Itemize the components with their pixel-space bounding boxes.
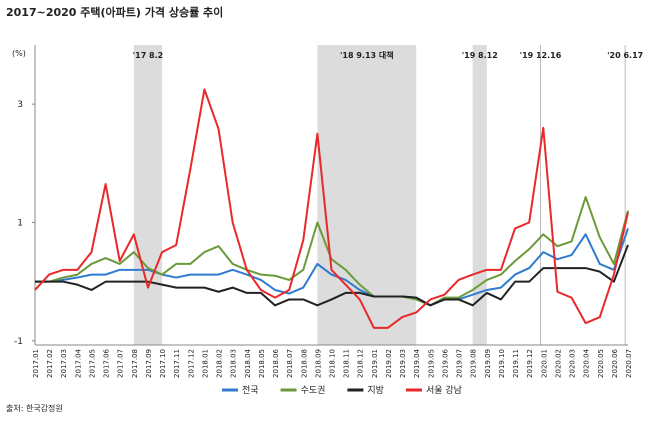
event-label: '19 8.12: [462, 51, 498, 60]
x-tick-label: 2018.07: [286, 349, 294, 378]
series-line: [35, 196, 629, 307]
x-tick-label: 2019.10: [498, 349, 506, 378]
x-tick-label: 2018.06: [272, 348, 280, 377]
x-tick-label: 2017.12: [187, 349, 195, 378]
x-tick-label: 2018.04: [244, 348, 252, 377]
series-line: [35, 244, 629, 307]
legend-label: 서울 강남: [426, 385, 462, 396]
event-label: '19 12.16: [520, 51, 562, 60]
x-tick-label: 2018.02: [216, 349, 224, 378]
y-tick-label: -1: [14, 337, 23, 347]
x-tick-label: 2019.01: [371, 349, 379, 378]
x-tick-label: 2017.03: [60, 349, 68, 378]
x-tick-label: 2019.06: [441, 348, 449, 377]
x-tick-label: 2020.07: [625, 349, 633, 378]
series-line: [35, 228, 629, 307]
x-tick-label: 2018.05: [258, 349, 266, 378]
x-tick-label: 2018.12: [357, 349, 365, 378]
event-band: [133, 45, 163, 345]
x-tick-label: 2019.12: [526, 349, 534, 378]
x-tick-label: 2019.07: [456, 349, 464, 378]
x-tick-label: 2017.05: [88, 349, 96, 378]
x-tick-label: 2017.10: [159, 349, 167, 378]
legend-label: 수도권: [301, 384, 326, 396]
x-tick-label: 2019.04: [413, 348, 421, 377]
event-label: '18 9.13 대책: [340, 50, 394, 60]
chart-title: 2017~2020 주택(아파트) 가격 상승률 추이: [6, 5, 223, 19]
x-tick-label: 2020.05: [597, 349, 605, 378]
y-tick-label: 3: [17, 100, 23, 110]
x-tick-label: 2017.02: [46, 349, 54, 378]
y-unit: (%): [12, 49, 26, 58]
event-label: '17 8.2: [133, 51, 164, 60]
x-tick-label: 2020.01: [540, 349, 548, 378]
x-tick-label: 2018.09: [314, 349, 322, 378]
legend-label: 전국: [242, 385, 259, 396]
x-tick-label: 2019.05: [427, 349, 435, 378]
x-tick-label: 2017.06: [103, 348, 111, 377]
x-tick-label: 2020.06: [611, 348, 619, 377]
source: 출처: 한국감정원: [6, 403, 63, 413]
x-tick-label: 2019.11: [512, 349, 520, 378]
x-tick-label: 2017.07: [117, 349, 125, 378]
x-tick-label: 2017.08: [131, 349, 139, 378]
x-tick-label: 2019.03: [399, 349, 407, 378]
x-tick-label: 2020.03: [569, 349, 577, 378]
x-tick-label: 2018.10: [329, 349, 337, 378]
event-label: '20 6.17: [607, 51, 643, 60]
x-tick-label: 2018.08: [300, 349, 308, 378]
x-tick-label: 2020.04: [583, 348, 591, 377]
x-tick-label: 2019.02: [385, 349, 393, 378]
x-tick-label: 2017.01: [32, 349, 40, 378]
x-tick-label: 2018.03: [230, 349, 238, 378]
series-line: [34, 88, 629, 329]
x-tick-label: 2019.09: [484, 349, 492, 378]
x-tick-label: 2017.11: [173, 349, 181, 378]
x-tick-label: 2017.09: [145, 349, 153, 378]
x-tick-label: 2020.02: [554, 349, 562, 378]
x-tick-label: 2017.04: [74, 348, 82, 377]
legend-label: 지방: [367, 385, 384, 396]
x-tick-label: 2018.11: [343, 349, 351, 378]
x-tick-label: 2019.08: [470, 349, 478, 378]
y-tick-label: 1: [17, 219, 23, 229]
x-tick-label: 2018.01: [201, 349, 209, 378]
